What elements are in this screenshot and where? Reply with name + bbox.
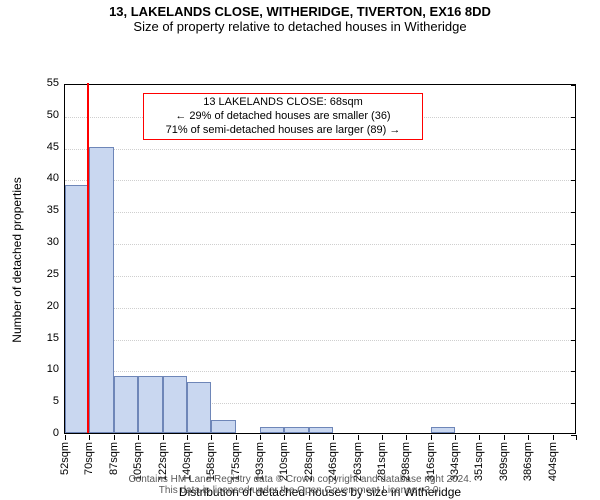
x-tick-mark	[260, 435, 261, 440]
reference-line	[87, 83, 89, 433]
gridline	[65, 371, 575, 372]
chart-area: 051015202530354045505552sqm70sqm87sqm105…	[0, 34, 600, 500]
y-tick-label: 30	[47, 236, 65, 248]
y-tick-label: 15	[47, 332, 65, 344]
x-tick-mark	[504, 435, 505, 440]
y-tick-mark	[571, 212, 576, 213]
histogram-bar	[89, 147, 113, 433]
chart-titles: 13, LAKELANDS CLOSE, WITHERIDGE, TIVERTO…	[0, 0, 600, 34]
histogram-bar	[138, 376, 162, 433]
x-tick-mark	[333, 435, 334, 440]
y-tick-label: 5	[53, 395, 65, 407]
y-tick-mark	[571, 149, 576, 150]
y-tick-mark	[571, 244, 576, 245]
y-tick-mark	[571, 85, 576, 86]
x-tick-mark	[65, 435, 66, 440]
y-tick-mark	[571, 117, 576, 118]
y-tick-label: 0	[53, 427, 65, 439]
histogram-bar	[211, 420, 235, 433]
y-tick-label: 25	[47, 268, 65, 280]
x-tick-mark	[553, 435, 554, 440]
histogram-bar	[114, 376, 138, 433]
histogram-bar	[260, 427, 284, 433]
x-tick-mark	[358, 435, 359, 440]
y-tick-label: 55	[47, 77, 65, 89]
x-tick-mark	[284, 435, 285, 440]
x-tick-mark	[236, 435, 237, 440]
y-tick-mark	[571, 340, 576, 341]
x-tick-mark	[528, 435, 529, 440]
plot-area: 051015202530354045505552sqm70sqm87sqm105…	[64, 84, 576, 434]
histogram-bar	[309, 427, 333, 433]
annotation-line: 13 LAKELANDS CLOSE: 68sqm	[150, 96, 416, 110]
x-tick-mark	[211, 435, 212, 440]
x-tick-mark	[138, 435, 139, 440]
y-tick-mark	[571, 276, 576, 277]
histogram-bar	[65, 185, 89, 433]
annotation-line: ← 29% of detached houses are smaller (36…	[150, 110, 416, 124]
footer-line-1: Contains HM Land Registry data © Crown c…	[0, 474, 600, 485]
histogram-bar	[187, 382, 211, 433]
x-tick-mark	[309, 435, 310, 440]
gridline	[65, 340, 575, 341]
gridline	[65, 244, 575, 245]
annotation-box: 13 LAKELANDS CLOSE: 68sqm← 29% of detach…	[143, 93, 423, 140]
y-tick-label: 45	[47, 141, 65, 153]
x-tick-mark	[455, 435, 456, 440]
y-tick-label: 40	[47, 172, 65, 184]
x-tick-mark	[479, 435, 480, 440]
gridline	[65, 308, 575, 309]
y-tick-label: 35	[47, 204, 65, 216]
y-tick-mark	[571, 180, 576, 181]
y-tick-mark	[571, 308, 576, 309]
title-subtitle: Size of property relative to detached ho…	[0, 19, 600, 34]
x-tick-mark	[89, 435, 90, 440]
y-tick-mark	[571, 403, 576, 404]
title-address: 13, LAKELANDS CLOSE, WITHERIDGE, TIVERTO…	[0, 4, 600, 19]
x-tick-mark	[382, 435, 383, 440]
histogram-bar	[431, 427, 455, 433]
x-tick-label: 70sqm	[83, 442, 95, 475]
gridline	[65, 212, 575, 213]
x-tick-mark	[576, 435, 577, 440]
y-tick-label: 10	[47, 363, 65, 375]
x-tick-mark	[114, 435, 115, 440]
gridline	[65, 276, 575, 277]
y-tick-mark	[571, 371, 576, 372]
annotation-line: 71% of semi-detached houses are larger (…	[150, 124, 416, 138]
x-tick-label: 87sqm	[108, 442, 120, 475]
y-tick-label: 20	[47, 300, 65, 312]
x-tick-mark	[163, 435, 164, 440]
footer: Contains HM Land Registry data © Crown c…	[0, 474, 600, 496]
x-tick-mark	[187, 435, 188, 440]
footer-line-2: This data is licensed under the Open Gov…	[0, 485, 600, 496]
x-tick-mark	[406, 435, 407, 440]
gridline	[65, 180, 575, 181]
gridline	[65, 149, 575, 150]
x-tick-label: 52sqm	[59, 442, 71, 475]
y-axis-label: Number of detached properties	[10, 177, 24, 342]
histogram-bar	[163, 376, 187, 433]
x-tick-mark	[431, 435, 432, 440]
y-tick-label: 50	[47, 109, 65, 121]
histogram-bar	[284, 427, 308, 433]
